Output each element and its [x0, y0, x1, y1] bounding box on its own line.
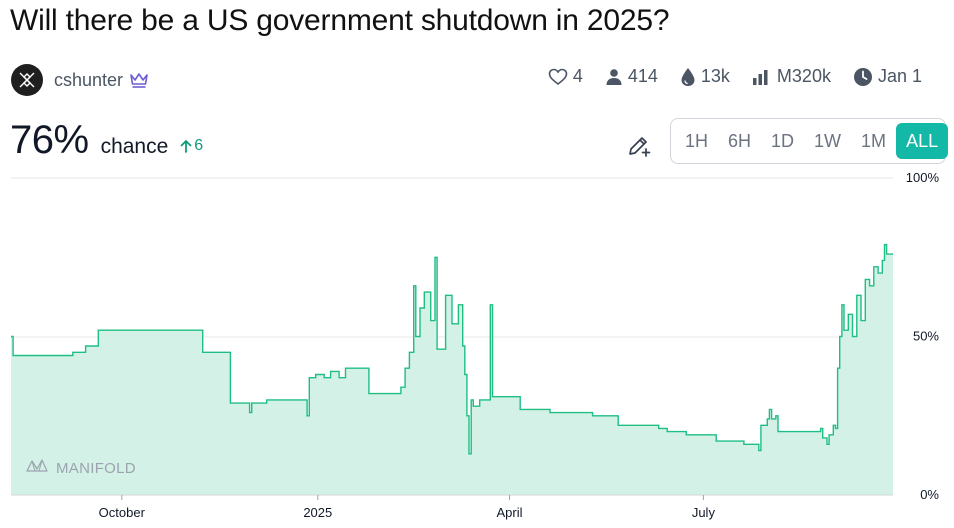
y-tick-label: 100% [906, 170, 940, 185]
range-6h-button[interactable]: 6H [728, 130, 752, 151]
add-annotation-button[interactable] [624, 130, 654, 160]
traders-count: 414 [627, 66, 658, 86]
probability-chart[interactable]: 0% 50% 100% October 2025 April July MANIFOLD [0, 168, 954, 528]
x-tick-label: October [99, 505, 146, 520]
probability-area [11, 244, 893, 495]
y-tick-label: 50% [913, 329, 939, 344]
x-tick-label: April [497, 505, 523, 520]
x-tick-label: July [692, 505, 716, 520]
close-date-stat: Jan 1 [853, 66, 922, 87]
crown-icon [129, 71, 149, 89]
watermark-text: MANIFOLD [56, 460, 136, 477]
range-all-button[interactable]: ALL [896, 123, 949, 159]
range-1h-button[interactable]: 1H [685, 130, 709, 151]
y-axis: 0% 50% 100% [906, 170, 940, 502]
liquidity-stat: 13k [680, 66, 730, 87]
volume-amount: M320k [776, 66, 831, 86]
pencil-plus-icon [629, 137, 651, 157]
volume-stat: M320k [752, 66, 831, 87]
market-title: Will there be a US government shutdown i… [10, 4, 670, 37]
probability-change: 6 [180, 137, 203, 155]
manifold-watermark: MANIFOLD [26, 459, 136, 477]
range-1d-button[interactable]: 1D [771, 130, 795, 151]
probability-change-value: 6 [194, 137, 204, 154]
probability-value: 76% [10, 118, 89, 162]
x-tick-label: 2025 [303, 505, 332, 520]
clock-icon [853, 67, 872, 86]
heart-icon [548, 68, 568, 85]
close-date: Jan 1 [877, 66, 922, 86]
bar-chart-icon [752, 69, 768, 85]
time-range-selector: 1H 6H 1D 1W 1M ALL [670, 118, 949, 164]
droplet-icon [681, 67, 695, 86]
author-name[interactable]: cshunter [54, 69, 124, 90]
x-axis: October 2025 April July [99, 495, 716, 520]
range-1m-button[interactable]: 1M [861, 130, 887, 151]
range-1w-button[interactable]: 1W [814, 130, 842, 151]
arrow-up-icon [180, 140, 192, 153]
market-stats: 4 414 13k M320k Jan 1 [548, 66, 922, 87]
traders-stat: 414 [605, 66, 658, 87]
probability-label: chance [100, 135, 169, 158]
likes-stat[interactable]: 4 [548, 66, 583, 87]
probability-line [11, 243, 893, 455]
likes-count: 4 [572, 66, 583, 86]
y-tick-label: 0% [920, 487, 939, 502]
liquidity-amount: 13k [700, 66, 730, 86]
author-row[interactable]: cshunter [11, 63, 149, 97]
manifold-x-logo-icon[interactable] [11, 64, 43, 96]
probability-display: 76% chance 6 [10, 118, 203, 163]
user-icon [606, 68, 622, 85]
manifold-logo-icon [26, 459, 48, 472]
